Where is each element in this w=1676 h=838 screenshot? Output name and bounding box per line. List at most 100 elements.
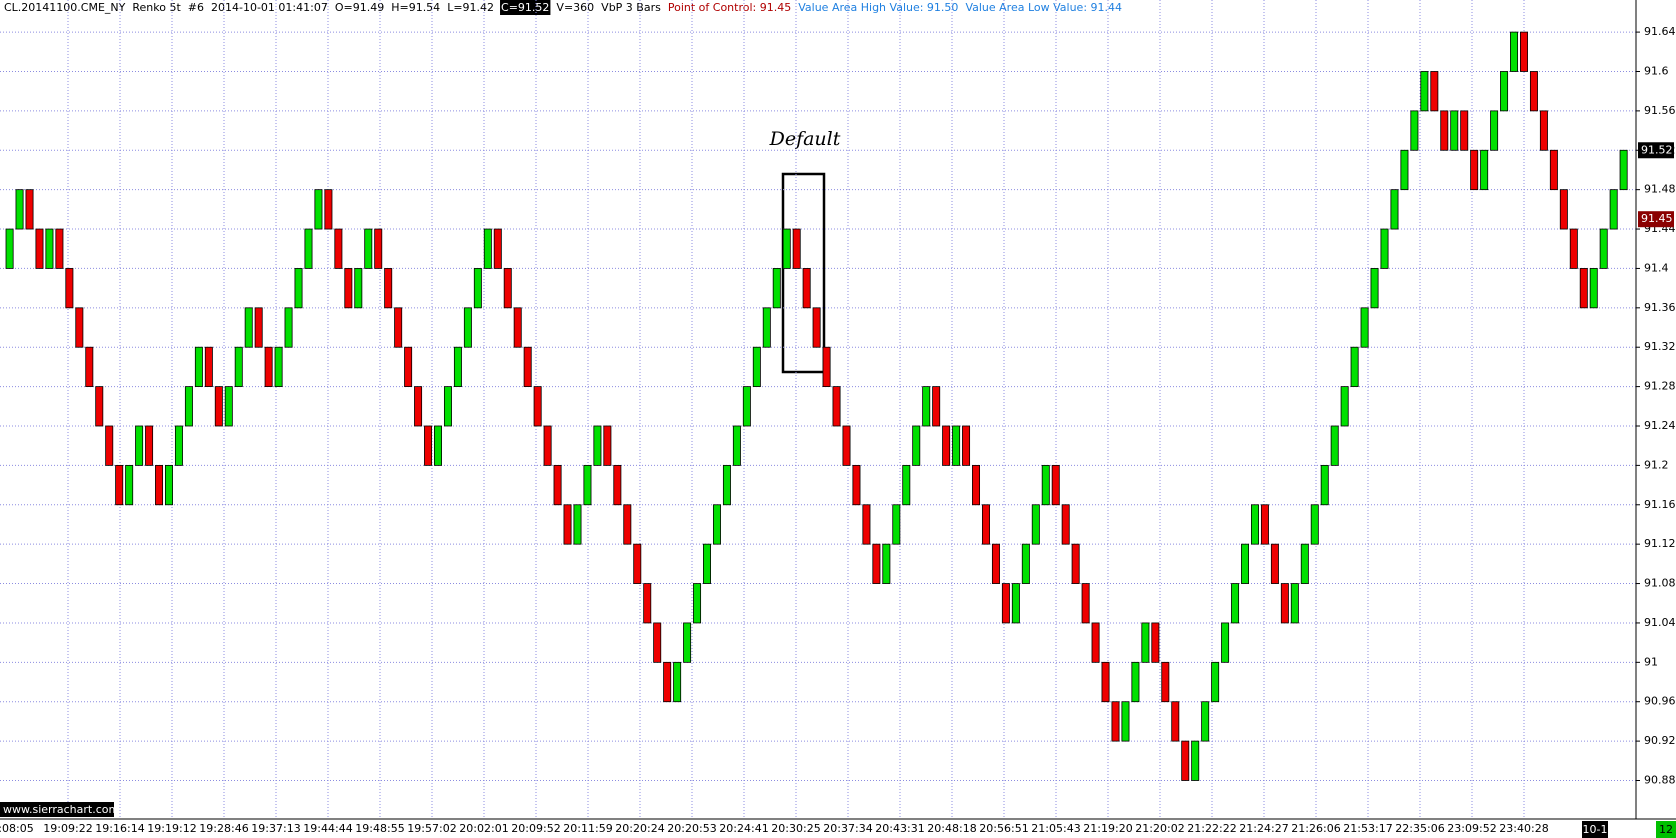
down-brick bbox=[1549, 149, 1558, 191]
down-brick bbox=[1270, 543, 1279, 584]
header-volume: V=360 bbox=[556, 1, 594, 14]
down-brick bbox=[1430, 71, 1439, 112]
up-brick bbox=[1340, 386, 1349, 427]
down-brick bbox=[991, 543, 1000, 584]
up-brick bbox=[772, 268, 781, 309]
up-brick bbox=[1290, 583, 1299, 624]
up-brick bbox=[364, 228, 373, 269]
up-brick bbox=[593, 425, 602, 466]
up-brick bbox=[234, 346, 243, 388]
y-tick-label: 91.6 bbox=[1644, 64, 1669, 77]
up-brick bbox=[1250, 504, 1259, 545]
x-tick-label: 21:20:02 bbox=[1135, 822, 1184, 835]
down-brick bbox=[145, 425, 154, 466]
up-brick bbox=[224, 386, 233, 427]
down-brick bbox=[842, 425, 851, 466]
down-brick bbox=[35, 228, 44, 269]
down-brick bbox=[962, 425, 971, 466]
x-tick-label: 19:44:44 bbox=[303, 822, 352, 835]
up-brick bbox=[1450, 110, 1459, 151]
annotation-box bbox=[781, 172, 826, 374]
down-brick bbox=[155, 464, 164, 506]
down-brick bbox=[1520, 31, 1528, 72]
down-brick bbox=[105, 425, 114, 466]
up-brick bbox=[1400, 149, 1409, 191]
up-brick bbox=[314, 189, 323, 230]
y-tick-label: 91.48 bbox=[1644, 183, 1676, 196]
down-brick bbox=[374, 228, 383, 269]
y-tick-label: 91.16 bbox=[1644, 498, 1676, 511]
date-label: 10-1 bbox=[1583, 823, 1608, 836]
up-brick bbox=[1211, 661, 1220, 703]
header-open: O=91.49 bbox=[335, 1, 384, 14]
up-brick bbox=[1011, 583, 1020, 624]
y-tick-label: 91.4 bbox=[1644, 261, 1669, 274]
up-brick bbox=[722, 464, 731, 506]
down-brick bbox=[414, 386, 423, 427]
down-brick bbox=[812, 307, 821, 348]
down-brick bbox=[424, 425, 433, 466]
up-brick bbox=[922, 386, 931, 427]
down-brick bbox=[1260, 504, 1269, 545]
x-tick-label: :08:05 bbox=[0, 822, 34, 835]
x-tick-label: 20:09:52 bbox=[511, 822, 560, 835]
x-tick-label: 20:37:34 bbox=[823, 822, 872, 835]
up-brick bbox=[284, 307, 293, 348]
down-brick bbox=[344, 268, 353, 309]
y-tick-label: 91.2 bbox=[1644, 458, 1669, 471]
x-tick-label: 20:30:25 bbox=[771, 822, 820, 835]
up-brick bbox=[1310, 504, 1319, 545]
up-brick bbox=[354, 268, 363, 309]
down-brick bbox=[942, 425, 951, 466]
up-brick bbox=[1390, 189, 1399, 230]
down-brick bbox=[1539, 110, 1548, 151]
down-brick bbox=[254, 307, 263, 348]
x-tick-label: 21:22:22 bbox=[1187, 822, 1236, 835]
up-brick bbox=[583, 464, 592, 506]
up-brick bbox=[1370, 268, 1379, 309]
y-tick-label: 90.96 bbox=[1644, 695, 1676, 708]
down-brick bbox=[25, 189, 34, 230]
up-brick bbox=[1619, 149, 1628, 191]
up-brick bbox=[463, 307, 472, 348]
down-brick bbox=[1071, 543, 1080, 584]
corner-label: 12 bbox=[1659, 823, 1673, 836]
up-brick bbox=[952, 425, 961, 466]
up-brick bbox=[683, 622, 692, 663]
down-brick bbox=[503, 268, 512, 309]
down-brick bbox=[663, 661, 672, 703]
down-brick bbox=[653, 622, 662, 663]
down-brick bbox=[214, 386, 223, 427]
y-tick-label: 91.32 bbox=[1644, 340, 1676, 353]
up-brick bbox=[1490, 110, 1499, 151]
down-brick bbox=[802, 268, 811, 309]
y-tick-label: 90.92 bbox=[1644, 734, 1676, 747]
down-brick bbox=[95, 386, 104, 427]
up-brick bbox=[1121, 701, 1130, 742]
up-brick bbox=[573, 504, 582, 545]
down-brick bbox=[633, 543, 642, 584]
up-brick bbox=[1231, 583, 1240, 624]
header-number: #6 bbox=[188, 1, 204, 14]
up-brick bbox=[782, 228, 791, 269]
watermark: www.sierrachart.com bbox=[3, 803, 119, 816]
x-tick-label: 23:40:28 bbox=[1499, 822, 1548, 835]
up-brick bbox=[483, 228, 492, 269]
up-brick bbox=[1021, 543, 1030, 584]
down-brick bbox=[1061, 504, 1070, 545]
down-brick bbox=[1440, 110, 1449, 151]
x-tick-label: 19:37:13 bbox=[251, 822, 300, 835]
down-brick bbox=[981, 504, 990, 545]
up-brick bbox=[912, 425, 921, 466]
x-tick-label: 19:48:55 bbox=[355, 822, 404, 835]
x-tick-label: 21:05:43 bbox=[1031, 822, 1080, 835]
x-tick-label: 21:53:17 bbox=[1343, 822, 1392, 835]
down-brick bbox=[264, 346, 273, 388]
annotation: Default bbox=[769, 128, 841, 150]
down-brick bbox=[513, 307, 522, 348]
down-brick bbox=[404, 346, 413, 388]
up-brick bbox=[1420, 71, 1429, 112]
down-brick bbox=[1151, 622, 1160, 663]
x-tick-label: 21:19:20 bbox=[1083, 822, 1132, 835]
